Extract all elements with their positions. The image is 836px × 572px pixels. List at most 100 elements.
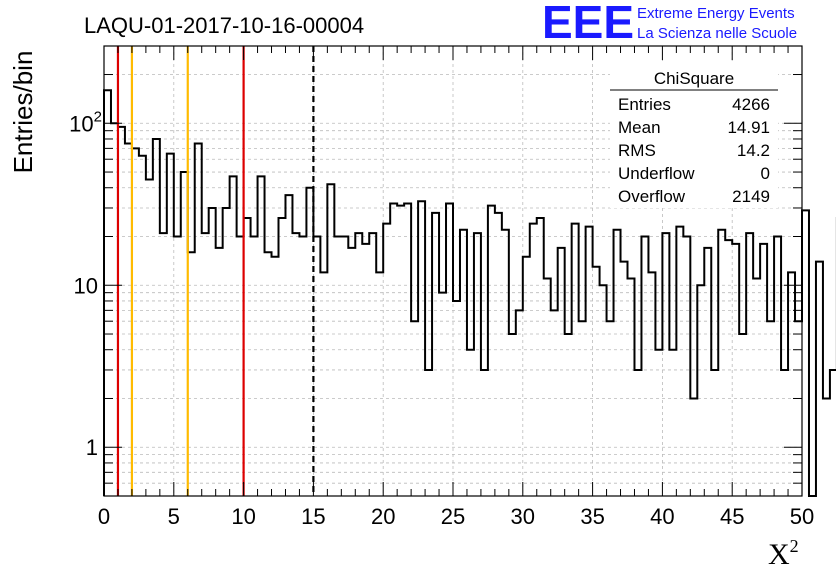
- histogram-bin: [467, 350, 474, 496]
- histogram-bin: [516, 310, 523, 496]
- stats-rows: Entries 4266 Mean 14.91 RMS 14.2 Underflow 0 Ove…: [618, 95, 770, 206]
- histogram-bin: [223, 208, 230, 496]
- histogram-bin: [544, 279, 551, 496]
- histogram-bin: [446, 203, 453, 496]
- histogram-bin: [614, 230, 621, 496]
- histogram-bin: [725, 240, 732, 496]
- histogram-bin: [523, 257, 530, 496]
- histogram-bin: [711, 370, 718, 496]
- histogram-bin: [202, 233, 209, 496]
- histogram-bin: [669, 350, 676, 496]
- histogram-bin: [355, 233, 362, 496]
- eee-logo-line1: Extreme Energy Events: [637, 5, 795, 22]
- histogram-bin: [439, 293, 446, 496]
- histogram-bin: [432, 213, 439, 496]
- x-tick-label: 40: [650, 504, 674, 529]
- histogram-bin: [774, 237, 781, 496]
- histogram-bin: [160, 233, 167, 496]
- histogram-bin: [292, 233, 299, 496]
- histogram-bin: [795, 321, 802, 496]
- histogram-bin: [565, 334, 572, 496]
- histogram-bin: [641, 237, 648, 496]
- histogram-bin: [697, 285, 704, 496]
- chart-title: LAQU-01-2017-10-16-00004: [84, 13, 364, 38]
- histogram-bin: [634, 370, 641, 496]
- histogram-bin: [251, 237, 258, 496]
- histogram-bin: [781, 370, 788, 496]
- histogram-bin: [551, 310, 558, 496]
- histogram-bin: [397, 206, 404, 496]
- x-tick-label: 0: [98, 504, 110, 529]
- stats-label: Underflow: [618, 164, 695, 183]
- histogram-bin: [718, 230, 725, 496]
- histogram-bin: [655, 350, 662, 496]
- stats-value: 0: [761, 164, 770, 183]
- histogram-bin: [753, 279, 760, 496]
- histogram-bin: [369, 233, 376, 496]
- histogram-bin: [299, 237, 306, 496]
- stats-label: Overflow: [618, 187, 686, 206]
- histogram-bin: [732, 244, 739, 496]
- histogram-bin: [648, 272, 655, 496]
- histogram-bin: [746, 233, 753, 496]
- histogram-bin: [704, 248, 711, 496]
- histogram-bin: [195, 144, 202, 496]
- histogram-bin: [209, 208, 216, 496]
- histogram-bin: [600, 285, 607, 496]
- stats-value: 4266: [732, 95, 770, 114]
- histogram-bin: [593, 267, 600, 496]
- eee-logo-line2: La Scienza nelle Scuole: [637, 25, 797, 42]
- stats-label: Mean: [618, 118, 661, 137]
- histogram-bin: [258, 176, 265, 496]
- histogram-bin: [425, 370, 432, 496]
- x-tick-label: 20: [371, 504, 395, 529]
- histogram-bin: [662, 233, 669, 496]
- stats-label: RMS: [618, 141, 656, 160]
- histogram-bin: [153, 139, 160, 496]
- histogram-bin: [383, 224, 390, 496]
- stats-box-background: [610, 64, 778, 208]
- histogram-bin: [628, 279, 635, 496]
- histogram-bin: [683, 237, 690, 496]
- histogram-bin: [320, 272, 327, 496]
- histogram-bin: [334, 237, 341, 496]
- eee-logo: EEE Extreme Energy Events La Scienza nel…: [542, 0, 797, 48]
- y-axis-label: Entries/bin: [8, 51, 38, 174]
- y-tick-label: 1: [86, 435, 98, 460]
- histogram-bin: [265, 252, 272, 496]
- histogram-bin: [327, 184, 334, 496]
- histogram-bin: [823, 398, 830, 496]
- x-tick-label: 25: [441, 504, 465, 529]
- stats-value: 14.91: [727, 118, 770, 137]
- histogram-bin: [572, 224, 579, 496]
- histogram-bin: [830, 370, 836, 496]
- histogram-bin: [279, 218, 286, 496]
- histogram-bin: [802, 210, 809, 496]
- histogram-bin: [495, 213, 502, 496]
- x-axis-ticks: 0 5 10 15 20 25 30 35 40 45 50: [98, 46, 814, 529]
- x-tick-label: 5: [168, 504, 180, 529]
- histogram-bin: [411, 321, 418, 496]
- histogram-bin: [502, 230, 509, 496]
- histogram-bin: [418, 201, 425, 496]
- histogram-bin: [816, 262, 823, 496]
- histogram-bin: [676, 227, 683, 496]
- histogram-bin: [509, 334, 516, 496]
- histogram-bin: [481, 370, 488, 496]
- stats-box: ChiSquare Entries 4266 Mean 14.91 RMS 14.2 Und…: [610, 64, 778, 208]
- histogram-series: [103, 89, 836, 497]
- histogram-bin: [230, 176, 237, 496]
- histogram-line: [103, 89, 836, 497]
- histogram-bin: [146, 179, 153, 496]
- x-axis-label-base: X: [768, 538, 790, 571]
- histogram-bin: [690, 398, 697, 496]
- histogram-bin: [760, 244, 767, 496]
- histogram-bin: [586, 227, 593, 496]
- histogram-bin: [537, 218, 544, 496]
- eee-logo-letters: EEE: [542, 0, 634, 48]
- histogram-bin: [621, 262, 628, 496]
- histogram-bin: [285, 195, 292, 496]
- x-tick-label: 15: [301, 504, 325, 529]
